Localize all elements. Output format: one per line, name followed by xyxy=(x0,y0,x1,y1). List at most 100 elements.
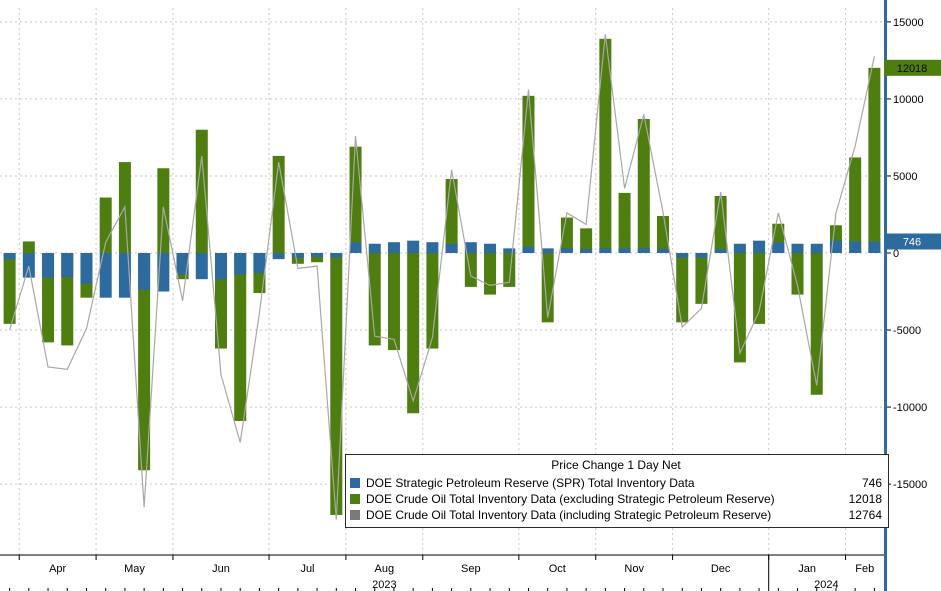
month-label: Nov xyxy=(624,563,644,575)
spr-bar xyxy=(695,252,708,258)
crude-ex-spr-bar xyxy=(810,252,823,395)
crude-ex-spr-bar xyxy=(580,228,593,253)
legend-value-crude-incl-spr: 12764 xyxy=(848,508,882,522)
y-tick-label: 0 xyxy=(893,248,899,260)
spr-bar xyxy=(810,243,823,253)
crude-ex-spr-bar xyxy=(599,38,612,253)
y-tick-label: -10000 xyxy=(893,402,927,414)
spr-bar xyxy=(215,252,227,280)
crude-ex-spr-bar xyxy=(387,252,400,351)
spr-bar xyxy=(22,252,35,278)
crude-ex-spr-bar xyxy=(368,252,381,346)
crude-ex-spr-bar xyxy=(695,252,708,304)
crude-ex-spr-bar xyxy=(138,252,151,471)
spr-bar xyxy=(791,243,804,253)
spr-bar xyxy=(849,241,862,253)
crude-ex-spr-bar xyxy=(61,252,74,346)
y-tick-label: 15000 xyxy=(893,17,924,29)
y-tick-label: 10000 xyxy=(893,94,924,106)
last-value-badge xyxy=(884,59,941,76)
legend-row-crude-incl-spr: DOE Crude Oil Total Inventory Data (incl… xyxy=(350,507,882,523)
right-axis-line xyxy=(884,0,887,591)
legend-swatch-spr-icon xyxy=(350,478,360,488)
crude-ex-spr-bar xyxy=(791,252,804,295)
spr-bar xyxy=(234,252,247,275)
y-tick-label: -15000 xyxy=(893,479,927,491)
crude-ex-spr-bar xyxy=(868,67,881,253)
spr-bar xyxy=(61,252,74,277)
crude-ex-spr-bar xyxy=(234,252,247,421)
crude-ex-spr-bar xyxy=(464,252,477,287)
spr-bar xyxy=(637,248,650,253)
crude-ex-spr-bar xyxy=(3,252,16,324)
spr-bar xyxy=(657,249,669,253)
crude-ex-spr-bar xyxy=(676,252,689,323)
legend-swatch-crude-ex-spr-icon xyxy=(350,494,360,504)
spr-bar xyxy=(733,243,746,253)
crude-ex-spr-bar xyxy=(522,95,535,253)
spr-bar xyxy=(291,252,304,258)
spr-bar xyxy=(368,243,381,253)
crude-ex-spr-bar xyxy=(195,129,208,253)
legend-box: Price Change 1 Day Net DOE Strategic Pet… xyxy=(345,454,889,528)
spr-bar xyxy=(118,252,131,298)
legend-row-crude-ex-spr: DOE Crude Oil Total Inventory Data (excl… xyxy=(350,491,882,507)
y-tick-label: 5000 xyxy=(893,171,917,183)
crude-ex-spr-bar xyxy=(849,157,862,253)
total-incl-spr-line xyxy=(9,34,875,520)
crude-ex-spr-bar xyxy=(618,192,631,253)
spr-bar xyxy=(387,242,400,253)
crude-ex-spr-bar xyxy=(407,252,420,414)
spr-bar xyxy=(541,248,554,253)
spr-bar xyxy=(560,248,573,253)
crude-ex-spr-bar xyxy=(541,252,554,323)
spr-bar xyxy=(676,252,689,258)
spr-bar xyxy=(753,240,766,253)
spr-bar xyxy=(42,252,55,278)
legend-swatch-crude-incl-spr-icon xyxy=(350,510,360,520)
crude-ex-spr-bar xyxy=(733,252,746,363)
spr-bar xyxy=(484,243,497,253)
legend-label-spr: DOE Strategic Petroleum Reserve (SPR) To… xyxy=(366,476,695,490)
crude-ex-spr-bar xyxy=(330,252,343,515)
last-value-badge-label: 746 xyxy=(903,236,921,248)
spr-bar xyxy=(3,252,16,260)
crude-ex-spr-bar xyxy=(484,252,497,295)
month-label: Aug xyxy=(375,563,395,575)
legend-title: Price Change 1 Day Net xyxy=(551,458,681,472)
year-label: 2024 xyxy=(814,579,838,591)
crude-ex-spr-bar xyxy=(753,252,766,324)
spr-bar xyxy=(445,243,458,253)
spr-bar xyxy=(772,242,785,253)
month-label: May xyxy=(124,563,145,575)
crude-ex-spr-bar xyxy=(637,118,650,253)
month-label: Jun xyxy=(212,563,230,575)
month-label: Dec xyxy=(711,563,731,575)
legend-value-crude-ex-spr: 12018 xyxy=(848,492,882,506)
legend-label-crude-ex-spr: DOE Crude Oil Total Inventory Data (excl… xyxy=(366,492,775,506)
spr-bar xyxy=(618,248,631,253)
spr-bar xyxy=(580,249,593,253)
spr-bar xyxy=(426,242,439,253)
crude-ex-spr-bar xyxy=(311,252,324,263)
crude-ex-spr-bar xyxy=(22,241,35,253)
crude-ex-spr-bar xyxy=(272,155,285,253)
spr-bar xyxy=(330,252,343,258)
spr-bar xyxy=(714,249,727,253)
crude-ex-spr-bar xyxy=(99,197,112,253)
month-label: Jan xyxy=(798,563,816,575)
legend-label-crude-incl-spr: DOE Crude Oil Total Inventory Data (incl… xyxy=(366,508,772,522)
spr-bar xyxy=(522,246,535,253)
legend-row-spr: DOE Strategic Petroleum Reserve (SPR) To… xyxy=(350,475,882,491)
legend-value-spr: 746 xyxy=(861,476,882,490)
spr-bar xyxy=(99,252,112,298)
month-label: Feb xyxy=(855,563,874,575)
spr-bar xyxy=(311,252,324,257)
spr-bar xyxy=(407,240,420,253)
spr-bar xyxy=(195,252,208,280)
month-label: Sep xyxy=(461,563,481,575)
spr-bar xyxy=(80,252,93,284)
crude-ex-spr-bar xyxy=(349,146,362,253)
month-label: Oct xyxy=(549,563,566,575)
